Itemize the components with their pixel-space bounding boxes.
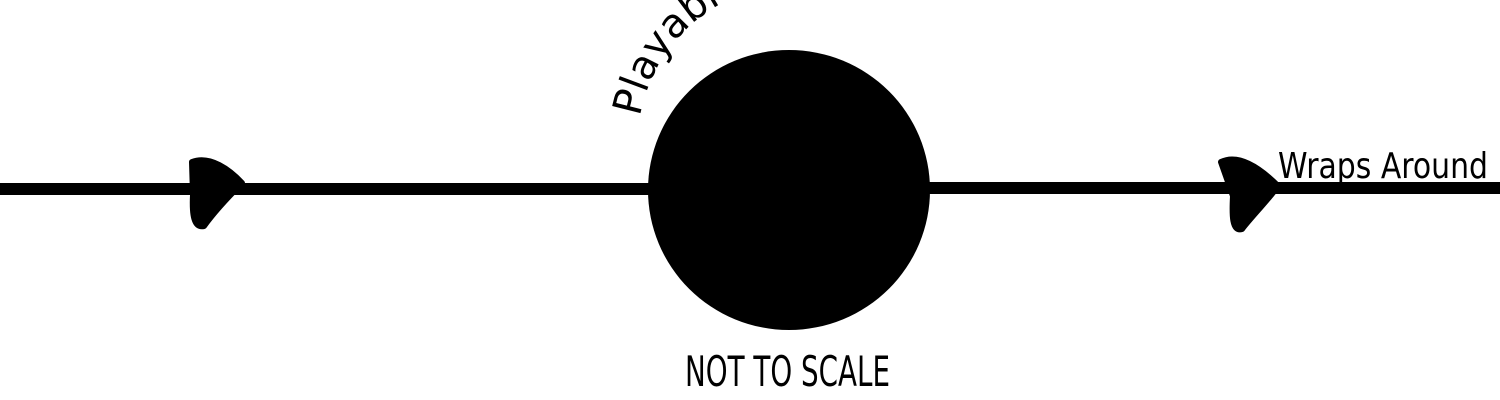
left-arrowhead-icon xyxy=(189,157,245,230)
right-arrowhead-icon xyxy=(1218,156,1281,233)
track-line-left xyxy=(0,183,660,195)
playable-area-circle xyxy=(648,50,930,330)
wraps-around-label: Wraps Around xyxy=(1278,146,1488,187)
track-line-right xyxy=(920,182,1500,194)
not-to-scale-note: NOT TO SCALE xyxy=(685,347,890,396)
